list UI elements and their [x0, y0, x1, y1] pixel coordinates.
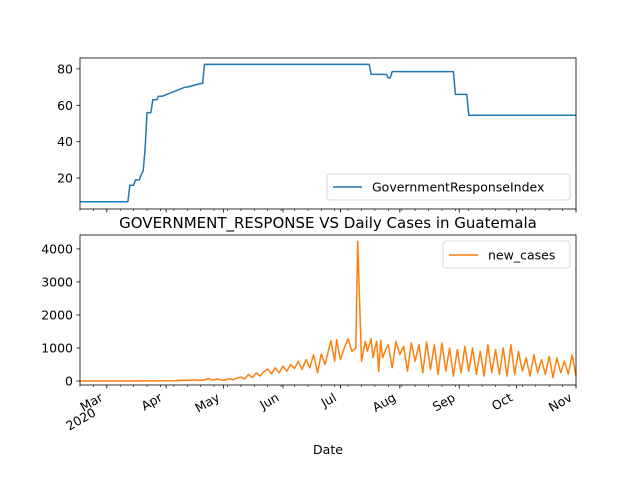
top-y-tick-label: 20 [57, 171, 73, 186]
top-y-tick-label: 80 [57, 61, 73, 76]
bottom-x-tick-label: Jul [318, 390, 339, 411]
top-plot-area [80, 63, 576, 203]
series-line-new_cases [80, 240, 577, 382]
bottom-y-tick-label: 1000 [41, 340, 73, 355]
top-legend-box [326, 173, 571, 201]
bottom-y-tick-label: 3000 [41, 274, 73, 289]
bottom-axes: GOVERNMENT_RESPONSE VS Daily Cases in Gu… [41, 214, 577, 457]
bottom-y-tick-label: 0 [65, 374, 73, 389]
top-y-tick-label: 40 [57, 134, 73, 149]
bottom-y-tick-label: 2000 [41, 307, 73, 322]
top-legend: GovernmentResponseIndex [326, 173, 571, 201]
bottom-y-axis: 0 1000 2000 3000 4000 [41, 241, 80, 389]
top-y-axis: 20 40 60 80 [57, 61, 80, 186]
top-x-axis-ticks [79, 209, 577, 213]
chart-title: GOVERNMENT_RESPONSE VS Daily Cases in Gu… [119, 214, 537, 233]
bottom-legend-box [442, 240, 571, 269]
top-legend-label: GovernmentResponseIndex [372, 180, 544, 195]
bottom-y-tick-label: 4000 [41, 241, 73, 256]
top-axes: 20 40 60 80 GovernmentResponseIndex [57, 57, 577, 213]
bottom-plot-area [80, 240, 577, 382]
bottom-legend: new_cases [442, 240, 571, 269]
bottom-axes-frame [79, 234, 577, 386]
top-y-tick-label: 60 [57, 98, 73, 113]
x-axis-label: Date [313, 442, 343, 457]
top-axes-frame [79, 57, 577, 210]
bottom-legend-label: new_cases [488, 248, 555, 263]
series-line-GovernmentResponseIndex [80, 63, 576, 203]
